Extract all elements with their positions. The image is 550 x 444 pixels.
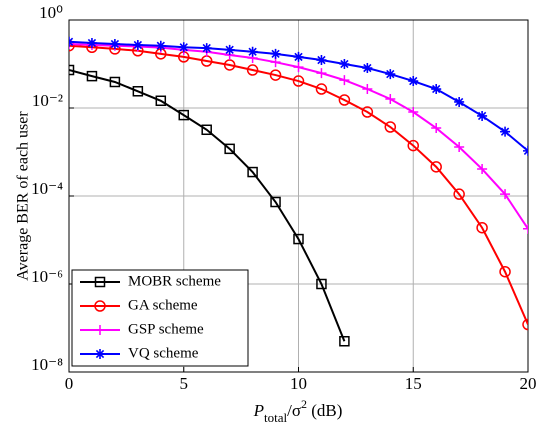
marker <box>430 161 442 173</box>
marker <box>477 110 488 121</box>
marker <box>293 62 304 73</box>
legend-label: GSP scheme <box>128 321 204 337</box>
marker <box>499 265 511 278</box>
x-label-part: 2 <box>301 397 307 411</box>
marker <box>178 109 189 121</box>
marker <box>431 123 442 134</box>
x-tick-label: 15 <box>405 374 422 393</box>
x-label-part: (dB) <box>307 401 342 420</box>
series-line <box>69 44 528 325</box>
marker <box>95 349 105 359</box>
marker <box>339 75 350 86</box>
marker <box>385 94 396 105</box>
legend-label: MOBR scheme <box>128 273 221 289</box>
marker <box>522 318 528 331</box>
marker <box>293 51 304 62</box>
marker <box>453 188 465 200</box>
marker <box>86 70 98 82</box>
legend: MOBR scheme GA scheme GSP scheme VQ scheme <box>71 269 249 367</box>
legend-label: VQ scheme <box>128 345 199 361</box>
x-axis-label: Ptotal/σ2 (dB) <box>253 397 343 426</box>
marker <box>69 39 75 52</box>
marker <box>293 233 304 245</box>
plot-frame <box>68 19 529 373</box>
marker <box>523 223 528 234</box>
marker <box>269 69 282 81</box>
marker <box>316 55 327 66</box>
legend-label: GA scheme <box>128 297 198 313</box>
marker <box>247 46 258 57</box>
y-tick-label: 10⁰ <box>39 3 63 22</box>
y-tick-label: 10⁻² <box>32 91 63 110</box>
y-axis-label: Average BER of each user <box>15 111 32 281</box>
marker <box>95 325 105 335</box>
x-tick-label: 5 <box>180 374 189 393</box>
marker <box>339 335 350 347</box>
marker <box>454 96 465 107</box>
marker <box>247 166 258 178</box>
x-tick-label: 10 <box>290 374 307 393</box>
marker <box>155 40 166 51</box>
plot-area <box>69 36 528 347</box>
marker <box>86 38 97 49</box>
marker <box>224 44 235 55</box>
marker <box>178 42 189 53</box>
x-label-part: P <box>253 401 264 420</box>
x-label-part: total <box>264 410 287 425</box>
marker <box>339 59 350 69</box>
marker <box>201 124 212 136</box>
marker <box>270 48 281 59</box>
marker <box>477 164 488 175</box>
x-tick-label: 20 <box>520 374 537 393</box>
x-label-part: /σ <box>287 401 301 420</box>
marker <box>454 141 465 152</box>
marker <box>94 276 106 288</box>
marker <box>476 221 488 234</box>
marker <box>431 84 442 95</box>
marker <box>362 84 373 95</box>
marker <box>408 107 419 118</box>
marker <box>338 94 351 106</box>
series-line <box>69 69 346 342</box>
marker <box>201 43 212 54</box>
marker <box>94 300 106 312</box>
marker <box>109 38 120 49</box>
marker <box>246 64 259 76</box>
marker <box>132 40 143 51</box>
marker <box>385 69 396 80</box>
marker <box>270 196 281 208</box>
marker <box>69 64 75 76</box>
marker <box>109 76 121 88</box>
y-tick-label: 10⁻⁶ <box>31 267 63 286</box>
y-tick-label: 10⁻⁴ <box>31 179 63 198</box>
marker <box>500 126 511 137</box>
marker <box>361 106 374 118</box>
marker <box>155 95 167 107</box>
marker <box>316 68 327 79</box>
marker <box>316 278 327 290</box>
marker <box>384 121 397 133</box>
y-tick-label: 10⁻⁸ <box>31 355 63 374</box>
marker <box>224 143 235 155</box>
marker <box>132 86 144 97</box>
marker <box>292 75 305 87</box>
x-tick-label: 0 <box>65 374 74 393</box>
marker <box>362 63 373 74</box>
marker <box>315 83 328 95</box>
marker <box>407 139 419 152</box>
marker <box>408 76 419 87</box>
marker <box>500 189 511 200</box>
